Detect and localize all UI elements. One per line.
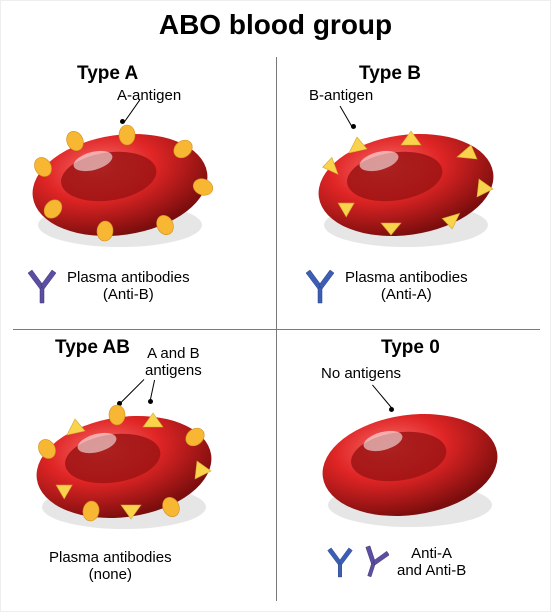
panel-type-ab: Type AB A and B antigens <box>5 331 275 601</box>
text-line: antigens <box>145 362 202 379</box>
text-line: A and B <box>145 345 202 362</box>
horizontal-divider <box>13 329 540 330</box>
type-b-title: Type B <box>359 63 421 85</box>
anti-b-antibody-icon <box>25 267 59 305</box>
rbc-type-o-icon <box>305 387 515 537</box>
type-ab-title: Type AB <box>55 337 130 359</box>
type-a-antibody-block: Plasma antibodies (Anti-B) <box>25 267 190 305</box>
type-b-antibody-block: Plasma antibodies (Anti-A) <box>303 267 468 305</box>
type-a-title: Type A <box>77 63 138 85</box>
anti-a-antibody-icon <box>303 267 337 305</box>
text-line: (Anti-A) <box>345 286 468 303</box>
type-ab-antigen-label: A and B antigens <box>145 345 202 380</box>
rbc-type-ab-icon <box>19 389 229 539</box>
type-a-antibody-label: Plasma antibodies (Anti-B) <box>67 269 190 304</box>
text-line: (none) <box>49 566 172 583</box>
type-b-antigen-label: B-antigen <box>309 87 373 104</box>
main-title: ABO blood group <box>1 9 550 41</box>
panel-type-a: Type A A-antigen <box>5 57 275 327</box>
type-o-antigen-label: No antigens <box>321 365 401 382</box>
type-o-antibody-label: Anti-A and Anti-B <box>397 545 466 580</box>
anti-b-antibody-icon <box>359 545 389 579</box>
type-ab-antibody-block: Plasma antibodies (none) <box>49 549 172 584</box>
text-line: and Anti-B <box>397 562 466 579</box>
panel-type-o: Type 0 No antigens <box>279 331 549 601</box>
type-b-antibody-label: Plasma antibodies (Anti-A) <box>345 269 468 304</box>
text-line: Plasma antibodies <box>67 269 190 286</box>
text-line: Anti-A <box>397 545 466 562</box>
rbc-type-b-icon <box>301 107 511 257</box>
rbc-type-a-icon <box>15 107 225 257</box>
type-a-antigen-label: A-antigen <box>117 87 181 104</box>
panel-type-b: Type B B-antigen <box>279 57 549 327</box>
type-o-antibody-block: Anti-A and Anti-B <box>325 545 466 580</box>
text-line: Plasma antibodies <box>49 549 172 566</box>
text-line: (Anti-B) <box>67 286 190 303</box>
text-line: Plasma antibodies <box>345 269 468 286</box>
diagram-canvas: ABO blood group Type A A-antigen <box>0 0 551 612</box>
type-o-title: Type 0 <box>381 337 440 359</box>
type-ab-antibody-label: Plasma antibodies (none) <box>49 549 172 584</box>
anti-a-antibody-icon <box>325 545 355 579</box>
